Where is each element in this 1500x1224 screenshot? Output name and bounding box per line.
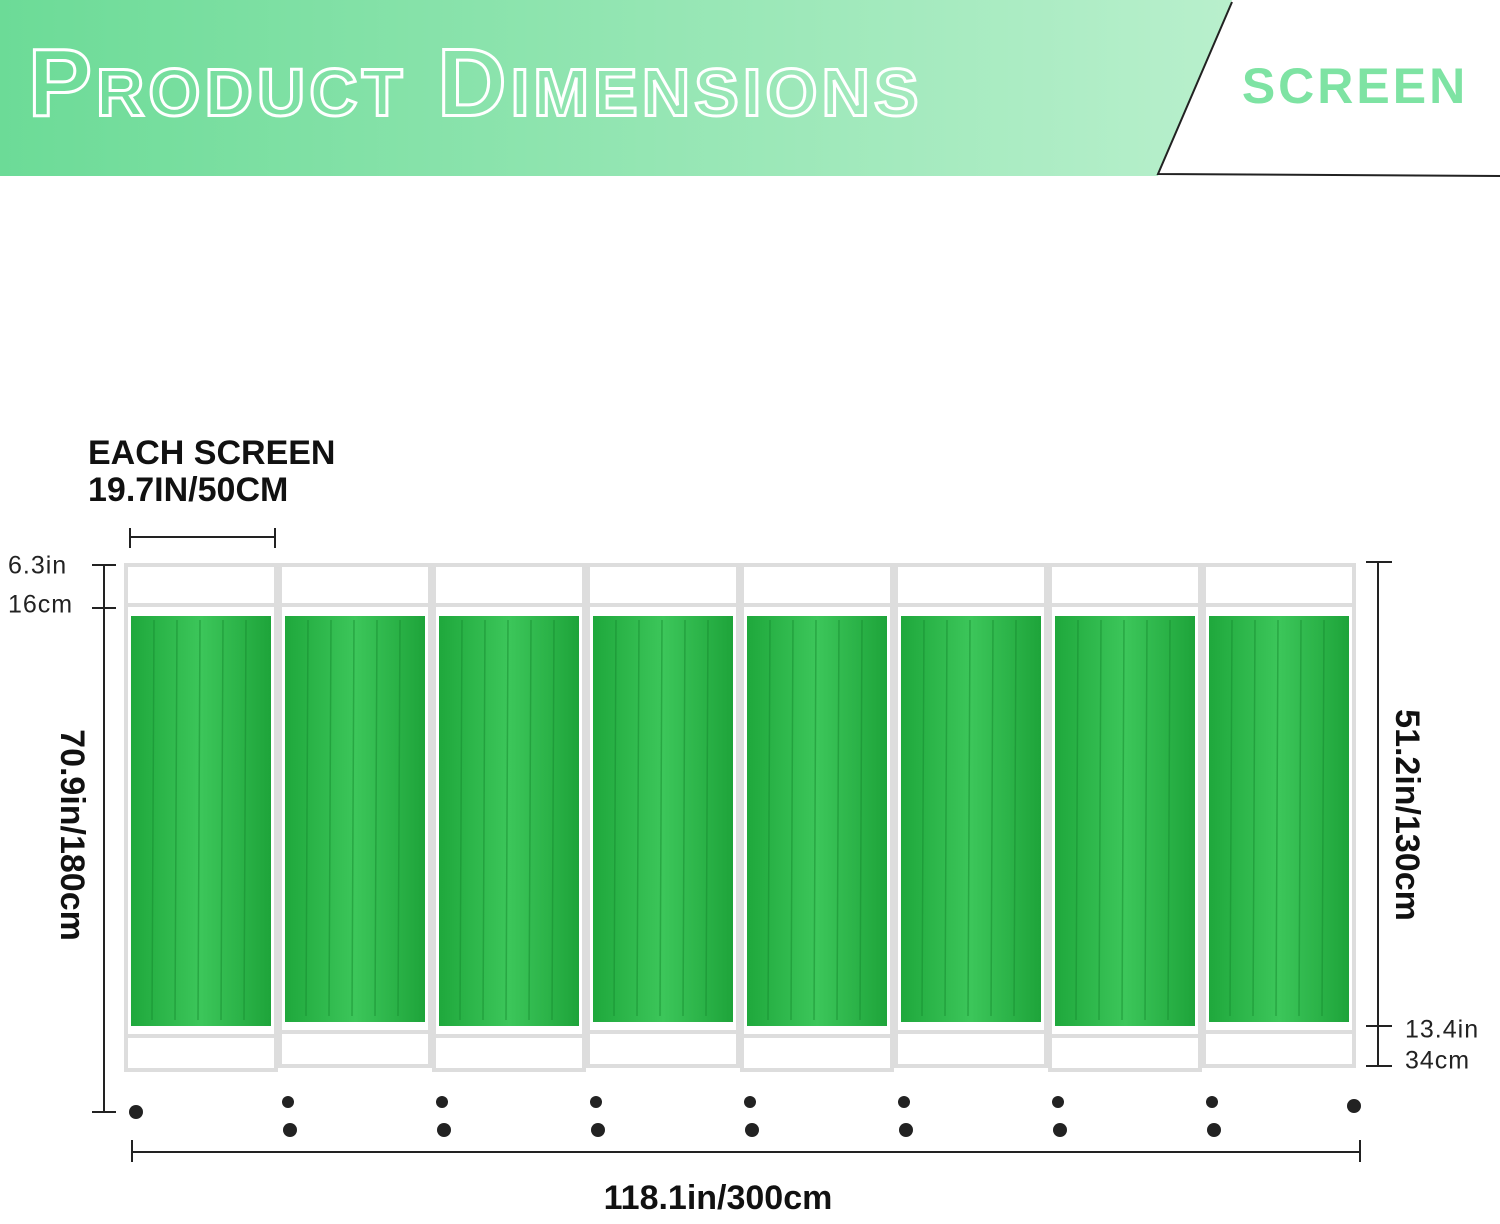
height-dimension <box>92 564 116 1113</box>
title: Product Dimensions <box>28 29 923 136</box>
fold <box>813 619 817 1021</box>
fold <box>551 619 555 1021</box>
fold <box>705 619 709 1017</box>
badge: SCREEN <box>1242 58 1468 114</box>
wheel <box>744 1096 756 1108</box>
fold <box>1075 619 1079 1021</box>
each-width-label: 19.7IN/50CM <box>88 471 288 509</box>
fold <box>459 619 463 1021</box>
frame <box>740 563 894 1072</box>
frame <box>432 563 586 1072</box>
fold <box>1098 619 1102 1021</box>
wheel <box>591 1123 605 1137</box>
fold <box>197 619 201 1021</box>
wheel <box>1053 1123 1067 1137</box>
fold <box>397 619 401 1017</box>
wheel <box>437 1123 451 1137</box>
fold <box>528 619 532 1021</box>
fold <box>351 619 355 1017</box>
frame <box>586 563 740 1068</box>
fold <box>151 619 155 1021</box>
curtain-dimension <box>1366 561 1392 1067</box>
total-width-dimension <box>131 1140 1361 1162</box>
wheel <box>590 1096 602 1108</box>
fold <box>921 619 925 1017</box>
wheel <box>1052 1096 1064 1108</box>
wheel <box>1207 1123 1221 1137</box>
fold <box>990 619 994 1017</box>
fold <box>328 619 332 1017</box>
fold <box>482 619 486 1021</box>
fold <box>305 619 309 1017</box>
fold <box>790 619 794 1021</box>
each-screen-label: EACH SCREEN <box>88 434 335 472</box>
fold <box>1252 619 1256 1017</box>
fold <box>1321 619 1325 1017</box>
fold <box>659 619 663 1017</box>
fold <box>1275 619 1279 1017</box>
frame <box>1048 563 1202 1072</box>
badge-panel <box>1158 0 1500 176</box>
fold <box>967 619 971 1017</box>
wheel <box>1206 1096 1218 1108</box>
fold <box>220 619 224 1021</box>
fold <box>374 619 378 1017</box>
wheel <box>899 1123 913 1137</box>
wheel <box>436 1096 448 1108</box>
frame <box>894 563 1048 1068</box>
bottom-gap-in: 13.4in <box>1405 1016 1479 1044</box>
fold <box>1167 619 1171 1021</box>
screen-panels <box>124 563 1361 1137</box>
fold <box>243 619 247 1021</box>
width-dimension <box>129 528 276 548</box>
wheel <box>283 1123 297 1137</box>
total-width-label: 118.1in/300cm <box>604 1179 833 1217</box>
wheel <box>745 1123 759 1137</box>
fold <box>174 619 178 1021</box>
wheel <box>1347 1099 1361 1113</box>
top-gap-in: 6.3in <box>8 552 67 580</box>
badge-border <box>1156 1 1500 177</box>
frame <box>278 563 432 1068</box>
fold <box>1013 619 1017 1017</box>
fold <box>613 619 617 1017</box>
curtain-height-label: 51.2in/130cm <box>1388 709 1426 921</box>
frame <box>1202 563 1356 1068</box>
fold <box>636 619 640 1017</box>
total-height-label: 70.9in/180cm <box>53 729 91 941</box>
fold <box>944 619 948 1017</box>
fold <box>1144 619 1148 1021</box>
fold <box>505 619 509 1021</box>
bottom-gap-cm: 34cm <box>1405 1047 1470 1075</box>
fold <box>1121 619 1125 1021</box>
fold <box>1298 619 1302 1017</box>
frame <box>124 563 278 1072</box>
fold <box>1229 619 1233 1017</box>
fold <box>767 619 771 1021</box>
top-gap-cm: 16cm <box>8 591 73 619</box>
wheel <box>898 1096 910 1108</box>
wheel <box>129 1105 143 1119</box>
fold <box>836 619 840 1021</box>
wheel <box>282 1096 294 1108</box>
fold <box>859 619 863 1021</box>
fold <box>682 619 686 1017</box>
